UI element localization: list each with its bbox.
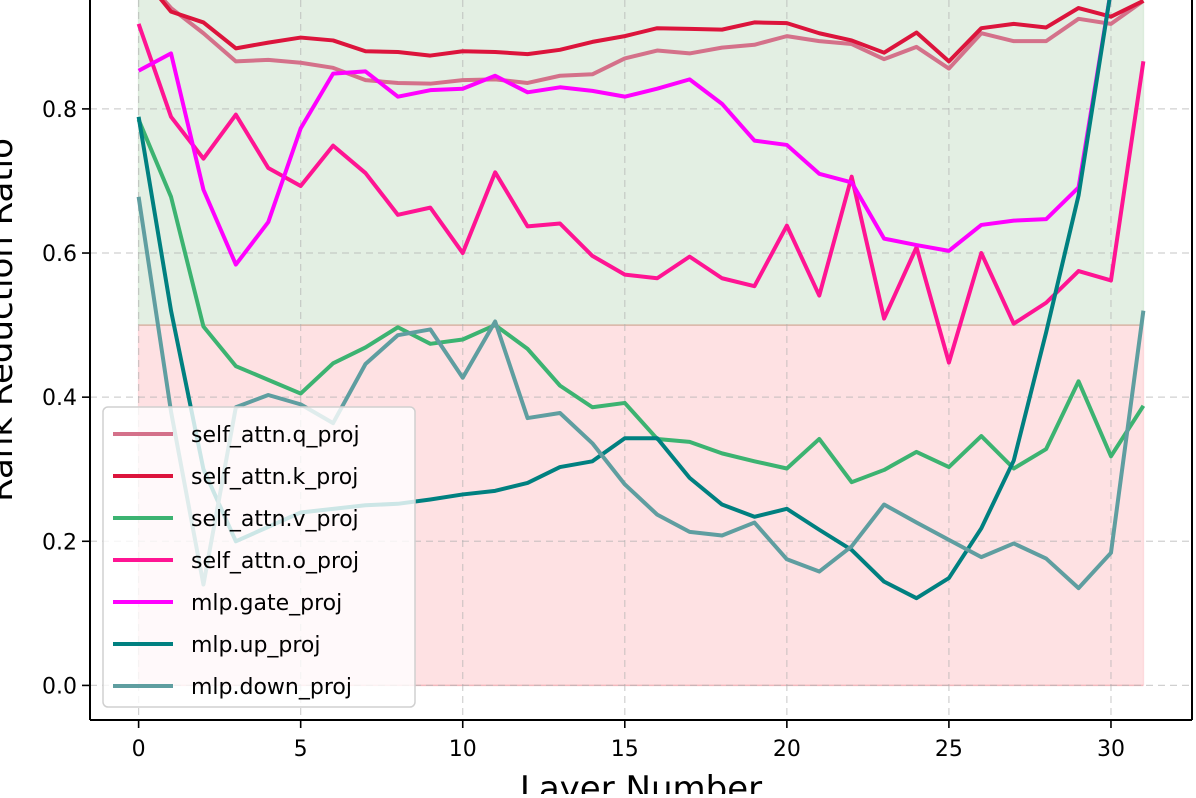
legend-label-mlp-down-proj: mlp.down_proj [191, 675, 352, 700]
series-line-mlp-gate-proj [137, 0, 1112, 267]
x-tick-label: 15 [611, 737, 639, 762]
x-tick-label: 5 [294, 737, 308, 762]
legend-box [102, 406, 416, 708]
legend-label-mlp-up-proj: mlp.up_proj [191, 633, 321, 658]
y-tick-label: 0.8 [42, 98, 77, 123]
x-tick-label: 30 [1097, 737, 1125, 762]
x-axis-label: Layer Number [520, 769, 762, 794]
x-tick-label: 0 [132, 737, 146, 762]
y-tick-label: 0.4 [42, 386, 77, 411]
x-tick-label: 10 [449, 737, 477, 762]
series-line-self-attn-v-proj [136, 118, 1146, 485]
legend-label-self-attn-q-proj: self_attn.q_proj [191, 423, 360, 448]
y-axis-label: Rank Reduction Ratio [0, 138, 21, 502]
y-tick-label: 0.2 [42, 530, 77, 555]
y-tick-label: 0.0 [42, 674, 77, 699]
legend-label-self-attn-o-proj: self_attn.o_proj [191, 549, 359, 574]
x-tick-label: 20 [773, 737, 801, 762]
legend: self_attn.q_proj self_attn.k_proj self_att… [102, 406, 416, 708]
legend-label-self-attn-v-proj: self_attn.v_proj [191, 507, 359, 532]
legend-label-mlp-gate-proj: mlp.gate_proj [191, 591, 342, 616]
series-line-self-attn-o-proj [136, 23, 1146, 365]
series-line-self-attn-q-proj [161, 0, 1145, 86]
series-line-self-attn-k-proj [158, 0, 1145, 64]
x-tick-label: 25 [935, 737, 963, 762]
y-tick-label: 0.6 [42, 242, 77, 267]
legend-label-self-attn-k-proj: self_attn.k_proj [191, 465, 358, 490]
